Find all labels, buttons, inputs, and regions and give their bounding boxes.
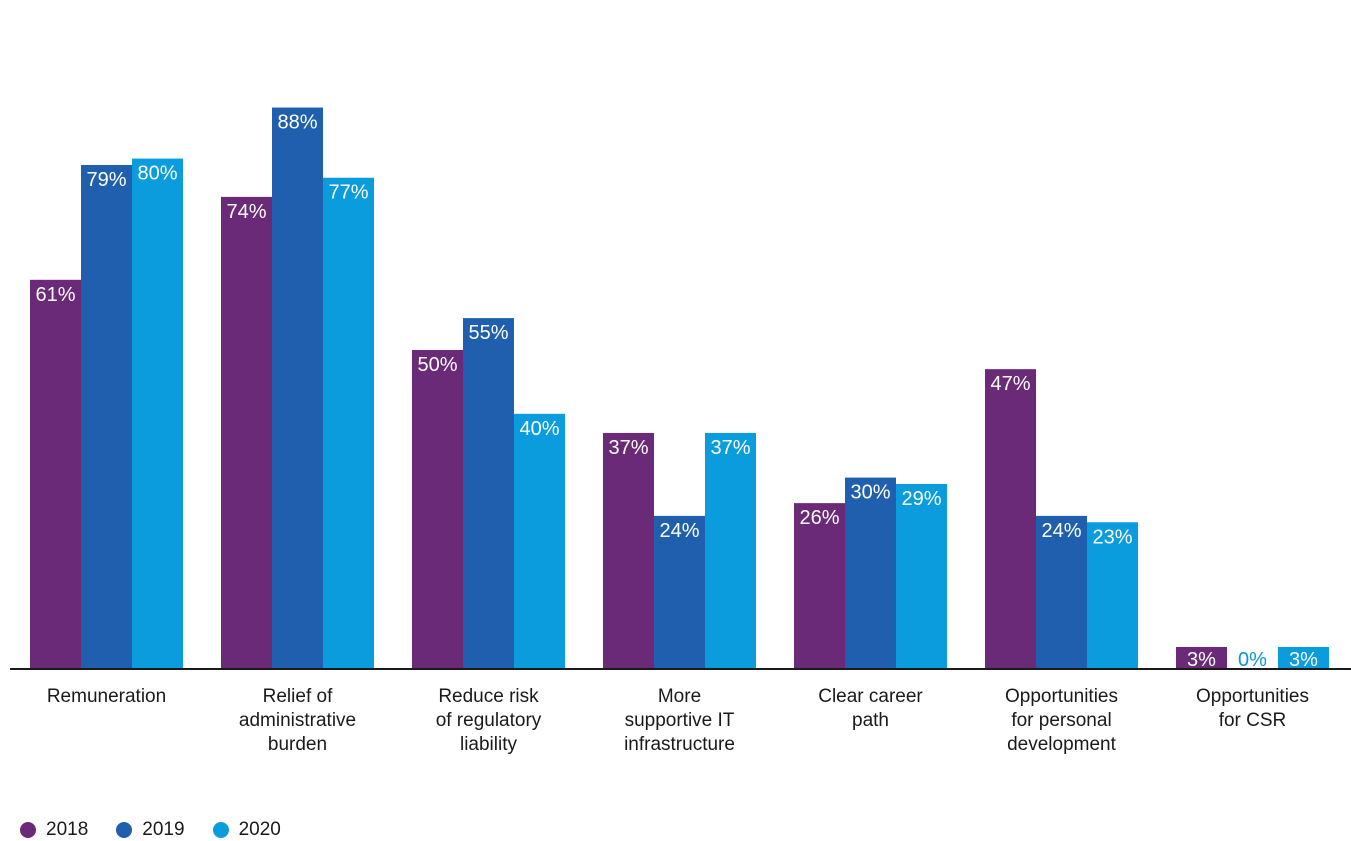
category-label-4-line-0: Clear career bbox=[818, 686, 923, 707]
category-label-2-line-1: of regulatory bbox=[436, 710, 542, 731]
value-label-2018-4: 26% bbox=[799, 507, 839, 529]
bars-group bbox=[30, 107, 1329, 670]
bar-2018-3 bbox=[603, 432, 654, 669]
value-label-2019-4: 30% bbox=[850, 482, 890, 504]
value-label-2018-5: 47% bbox=[990, 373, 1030, 395]
category-labels-group: Remuneration Relief of administrative burde… bbox=[47, 686, 1309, 755]
category-label-4-line-1: path bbox=[852, 710, 889, 731]
category-label-5-line-1: for personal bbox=[1011, 710, 1111, 731]
category-label-2-line-2: liability bbox=[460, 734, 518, 755]
value-labels-group: 61% 79% 80% 74% 88% 77% 50% 55% 40% 37% 24% 37% 26% 3… bbox=[35, 112, 1318, 671]
category-label-3-line-1: supportive IT bbox=[625, 710, 735, 731]
legend-label-2018: 2018 bbox=[46, 819, 89, 840]
value-label-2019-6: 0% bbox=[1238, 649, 1267, 671]
bar-2018-1 bbox=[221, 196, 272, 669]
bar-2020-6 bbox=[1278, 647, 1329, 669]
category-label-1-line-1: administrative bbox=[239, 710, 356, 731]
bar-2018-5 bbox=[985, 369, 1036, 669]
bar-2018-4 bbox=[794, 503, 845, 669]
legend-swatch-2020 bbox=[212, 822, 229, 838]
value-label-2018-1: 74% bbox=[226, 201, 266, 223]
value-label-2020-5: 23% bbox=[1092, 526, 1132, 548]
legend-label-2019: 2019 bbox=[142, 819, 185, 840]
value-label-2019-3: 24% bbox=[659, 520, 699, 542]
value-label-2020-0: 80% bbox=[137, 163, 177, 185]
category-label-2-line-0: Reduce risk bbox=[438, 686, 539, 707]
bar-2020-3 bbox=[705, 432, 756, 669]
value-label-2019-0: 79% bbox=[86, 169, 126, 191]
category-label-5-line-0: Opportunities bbox=[1005, 686, 1118, 707]
bar-2020-1 bbox=[323, 177, 374, 670]
bar-2019-4 bbox=[845, 477, 896, 669]
bar-2019-3 bbox=[654, 515, 705, 669]
legend-item-2019: 2019 bbox=[116, 819, 185, 841]
value-label-2019-1: 88% bbox=[277, 112, 317, 134]
value-label-2018-2: 50% bbox=[417, 354, 457, 376]
value-label-2018-0: 61% bbox=[35, 284, 75, 306]
value-label-2020-4: 29% bbox=[901, 488, 941, 510]
legend: 2018 2019 2020 bbox=[20, 819, 309, 841]
category-label-1-line-0: Relief of bbox=[263, 686, 333, 707]
value-label-2020-1: 77% bbox=[328, 182, 368, 204]
legend-label-2020: 2020 bbox=[238, 819, 281, 840]
category-label-5-line-2: development bbox=[1007, 734, 1117, 755]
legend-swatch-2018 bbox=[20, 822, 36, 838]
bar-2020-2 bbox=[514, 413, 565, 669]
category-label-6-line-1: for CSR bbox=[1219, 710, 1287, 731]
bar-2019-0 bbox=[81, 164, 132, 670]
bar-2018-6 bbox=[1176, 647, 1227, 669]
category-label-0-line-0: Remuneration bbox=[47, 686, 166, 707]
category-label-1-line-2: burden bbox=[268, 734, 327, 755]
value-label-2018-3: 37% bbox=[608, 437, 648, 459]
bar-2020-4 bbox=[896, 483, 947, 669]
bar-2019-2 bbox=[463, 318, 514, 669]
bar-2018-2 bbox=[412, 350, 463, 669]
bar-2018-0 bbox=[30, 279, 81, 669]
value-label-2019-5: 24% bbox=[1041, 520, 1081, 542]
value-label-2018-6: 3% bbox=[1187, 649, 1216, 671]
legend-item-2020: 2020 bbox=[212, 819, 281, 841]
category-label-3-line-2: infrastructure bbox=[624, 734, 735, 755]
bar-2020-5 bbox=[1087, 522, 1138, 669]
value-label-2019-2: 55% bbox=[468, 322, 508, 344]
bar-2019-5 bbox=[1036, 515, 1087, 669]
value-label-2020-6: 3% bbox=[1289, 649, 1318, 671]
legend-swatch-2019 bbox=[116, 822, 133, 838]
category-label-3-line-0: More bbox=[658, 686, 701, 707]
bar-2019-1 bbox=[272, 107, 323, 669]
value-label-2020-2: 40% bbox=[519, 418, 559, 440]
bar-chart: 61% 79% 80% 74% 88% 77% 50% 55% 40% 37% 24% 37% 26% 3… bbox=[10, 107, 1351, 755]
legend-item-2018: 2018 bbox=[20, 819, 88, 841]
bar-2020-0 bbox=[132, 158, 183, 669]
category-label-6-line-0: Opportunities bbox=[1196, 686, 1309, 707]
value-label-2020-3: 37% bbox=[710, 437, 750, 459]
